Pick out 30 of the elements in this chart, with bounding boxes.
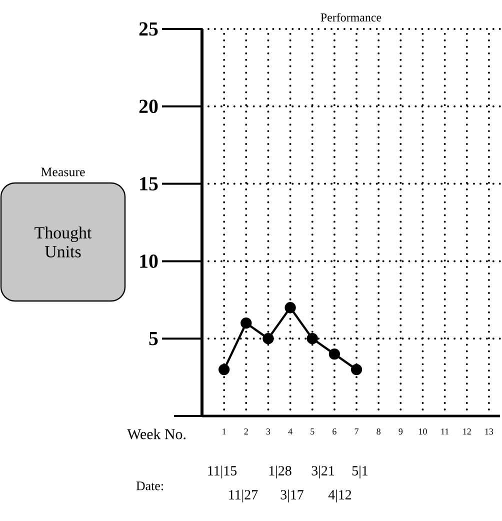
x-tick-label: 4 [288, 428, 292, 434]
x-tick-label: 11 [441, 428, 449, 434]
x-tick-label: 13 [485, 428, 494, 435]
text: 11|15 [208, 466, 237, 478]
x-tick-label: 2 [244, 428, 248, 434]
text: 1|28 [269, 466, 292, 478]
y-tick-label: 25 [139, 22, 158, 36]
x-tick-label: 1 [222, 428, 226, 434]
y-tick-label: 15 [140, 177, 158, 190]
x-tick-label: 6 [332, 428, 336, 435]
text: 3|17 [280, 490, 304, 502]
y-tick-label: 10 [140, 254, 158, 268]
x-tick-label: 9 [398, 428, 403, 435]
x-tick-label: 7 [354, 428, 358, 434]
x-tick-label: 5 [310, 428, 314, 434]
x-tick-label: 10 [419, 428, 427, 435]
x-tick-label: 12 [463, 428, 471, 434]
y-tick-label: 5 [149, 332, 158, 346]
text: Measure [41, 168, 85, 176]
text: 11|27 [229, 490, 258, 502]
x-tick-label: 8 [376, 428, 380, 435]
chart-title: Performance [320, 12, 382, 22]
text: 5|1 [352, 466, 368, 478]
text: 3|21 [312, 466, 334, 478]
x-tick-label: 3 [266, 428, 270, 435]
text: 4|12 [328, 490, 352, 502]
y-tick-label: 20 [139, 100, 158, 114]
y-axis-title: Thought Units [34, 226, 92, 258]
x-axis-title: Week No. [127, 428, 186, 440]
text: Date: [136, 482, 163, 490]
